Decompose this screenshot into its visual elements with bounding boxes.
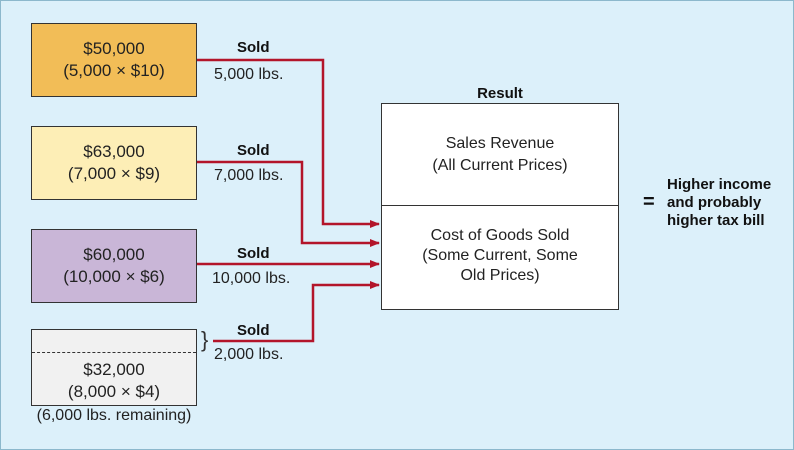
outcome-line-2: and probably xyxy=(667,194,762,211)
layer-2-calc: (7,000 × $9) xyxy=(67,164,161,183)
layer-4-calc: (8,000 × $4) xyxy=(67,382,161,401)
sales-revenue-section: Sales Revenue (All Current Prices) xyxy=(382,104,618,206)
inventory-layer-3: $60,000 (10,000 × $6) xyxy=(31,229,197,303)
brace-icon: } xyxy=(201,327,209,352)
cogs-section: Cost of Goods Sold (Some Current, Some O… xyxy=(382,206,618,309)
equals-sign: = xyxy=(643,191,655,213)
arrow-layer-4 xyxy=(213,281,380,343)
remaining-note: (6,000 lbs. remaining) xyxy=(36,407,192,424)
layer-3-calc: (10,000 × $6) xyxy=(63,267,165,286)
sold-label-3: Sold xyxy=(237,245,270,262)
sold-qty-4: 2,000 lbs. xyxy=(214,346,284,363)
layer-1-calc: (5,000 × $10) xyxy=(63,61,165,80)
sold-label-1: Sold xyxy=(237,39,270,56)
cogs-line-2: (Some Current, Some xyxy=(422,247,578,264)
income-statement-box: Sales Revenue (All Current Prices) Cost … xyxy=(381,103,619,310)
inventory-layer-4: $32,000 (8,000 × $4) xyxy=(31,329,197,406)
sold-qty-1: 5,000 lbs. xyxy=(214,66,284,83)
inventory-layer-1: $50,000 (5,000 × $10) xyxy=(31,23,197,97)
inventory-layer-2: $63,000 (7,000 × $9) xyxy=(31,126,197,200)
cogs-line-1: Cost of Goods Sold xyxy=(430,227,570,244)
sold-label-2: Sold xyxy=(237,142,270,159)
cogs-line-3: Old Prices) xyxy=(460,267,540,284)
sold-portion-divider xyxy=(32,352,196,353)
sold-qty-2: 7,000 lbs. xyxy=(214,167,284,184)
arrow-layer-1 xyxy=(197,58,380,228)
outcome-line-1: Higher income xyxy=(667,176,772,193)
revenue-line-1: Sales Revenue xyxy=(445,134,555,152)
revenue-line-2: (All Current Prices) xyxy=(432,156,568,174)
outcome-text: Higher income and probably higher tax bi… xyxy=(667,176,777,230)
outcome-line-3: higher tax bill xyxy=(667,212,765,229)
result-title: Result xyxy=(477,85,523,102)
layer-2-amount: $63,000 xyxy=(83,142,145,161)
layer-4-amount: $32,000 xyxy=(83,360,145,379)
sold-qty-3: 10,000 lbs. xyxy=(212,270,291,287)
layer-3-amount: $60,000 xyxy=(83,245,145,264)
arrow-layer-2 xyxy=(197,160,380,247)
sold-label-4: Sold xyxy=(237,322,270,339)
layer-1-amount: $50,000 xyxy=(83,39,145,58)
